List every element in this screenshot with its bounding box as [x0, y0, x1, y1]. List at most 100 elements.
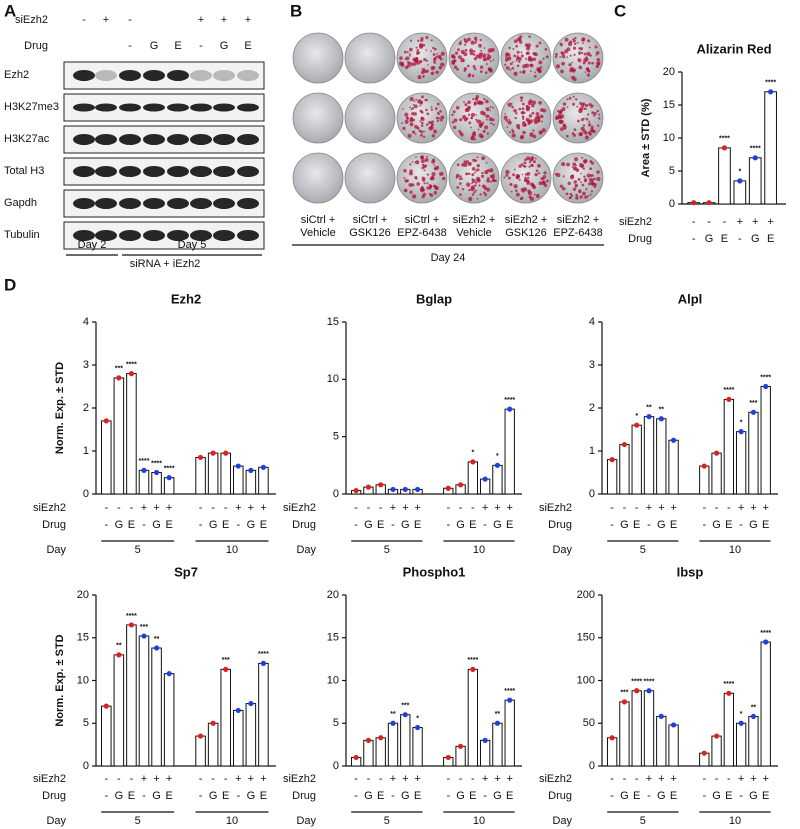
stain: [589, 193, 592, 196]
row-value: -: [199, 519, 203, 531]
bar: [363, 739, 374, 767]
row-label: Drug: [42, 790, 66, 802]
bar-dot: [494, 720, 501, 726]
row-value: -: [354, 773, 358, 785]
chart-title: Sp7: [174, 564, 198, 579]
condition-label: siEzh2 +: [557, 214, 600, 226]
stain: [572, 162, 577, 167]
row-value: -: [236, 790, 240, 802]
stain: [580, 126, 585, 131]
stain: [485, 114, 490, 119]
significance: ***: [115, 366, 123, 373]
stain: [505, 66, 510, 70]
stain: [468, 73, 472, 77]
significance: *: [416, 715, 419, 722]
stain: [480, 101, 484, 105]
stain: [538, 41, 542, 45]
stain: [409, 163, 412, 166]
stain: [589, 54, 592, 57]
bar: [619, 701, 630, 767]
stain: [527, 189, 531, 193]
stain: [486, 178, 491, 183]
stain: [442, 176, 446, 181]
row-value: E: [762, 790, 769, 802]
stain: [512, 173, 516, 177]
y-tick-label: 20: [663, 66, 675, 78]
bar: [748, 411, 759, 495]
stain: [440, 51, 445, 56]
row-value: G: [749, 519, 758, 531]
bar: [711, 452, 722, 495]
stain: [453, 65, 458, 69]
stain: [512, 48, 515, 50]
blot-label: Ezh2: [4, 69, 29, 81]
stain: [404, 112, 409, 117]
stain: [579, 101, 583, 106]
y-tick-label: 20: [77, 589, 89, 601]
row-value: -: [471, 502, 475, 514]
stain: [416, 48, 420, 51]
stain: [427, 63, 429, 66]
stain: [428, 126, 433, 131]
stain: [537, 163, 541, 168]
row-value: -: [647, 519, 651, 531]
stain: [409, 55, 411, 57]
stain: [408, 183, 413, 187]
stain: [596, 51, 599, 54]
row-value: -: [702, 773, 706, 785]
bar-dot: [260, 464, 267, 470]
bar-dot: [609, 457, 615, 463]
stain: [429, 184, 433, 188]
stain: [577, 51, 582, 55]
y-tick-label: 3: [83, 359, 89, 371]
stain: [586, 51, 591, 56]
stain: [541, 120, 543, 123]
stain: [451, 113, 454, 117]
row-value: +: [670, 502, 676, 514]
stain: [472, 75, 475, 78]
stain: [531, 100, 537, 105]
blot-band: [167, 103, 189, 112]
stain: [560, 44, 563, 47]
stain: [554, 172, 558, 176]
row-value: -: [199, 790, 203, 802]
row-label: siEzh2: [619, 216, 652, 228]
stain: [463, 160, 467, 164]
row-value: -: [702, 502, 706, 514]
bar-dot: [621, 699, 628, 705]
stain: [586, 73, 590, 77]
lane-label: E: [244, 40, 251, 52]
stain: [572, 102, 575, 106]
stain: [577, 177, 581, 181]
stain: [489, 60, 492, 62]
blot-band: [237, 134, 259, 145]
blot-band: [119, 198, 141, 209]
stain: [463, 101, 465, 104]
row-value: E: [377, 519, 384, 531]
row-value: G: [657, 790, 666, 802]
blot-band: [143, 166, 165, 177]
stain: [426, 112, 430, 116]
stain: [588, 46, 591, 49]
bar-dot: [166, 671, 172, 677]
stain: [568, 97, 572, 100]
day-value: 10: [226, 815, 238, 827]
stain: [421, 67, 426, 72]
bar: [113, 377, 125, 495]
bar: [504, 408, 515, 495]
row-value: +: [402, 502, 408, 514]
bar: [764, 91, 777, 205]
stain: [411, 112, 415, 116]
stain: [467, 172, 471, 176]
blot-band: [143, 198, 165, 209]
y-tick-label: 15: [327, 632, 339, 644]
stain: [411, 183, 415, 187]
stain: [572, 133, 576, 137]
stain: [571, 61, 574, 64]
stain: [476, 100, 482, 105]
stain: [451, 61, 456, 66]
stain: [534, 71, 537, 74]
stain: [419, 120, 422, 123]
row-value: -: [727, 773, 731, 785]
stain: [555, 52, 558, 56]
